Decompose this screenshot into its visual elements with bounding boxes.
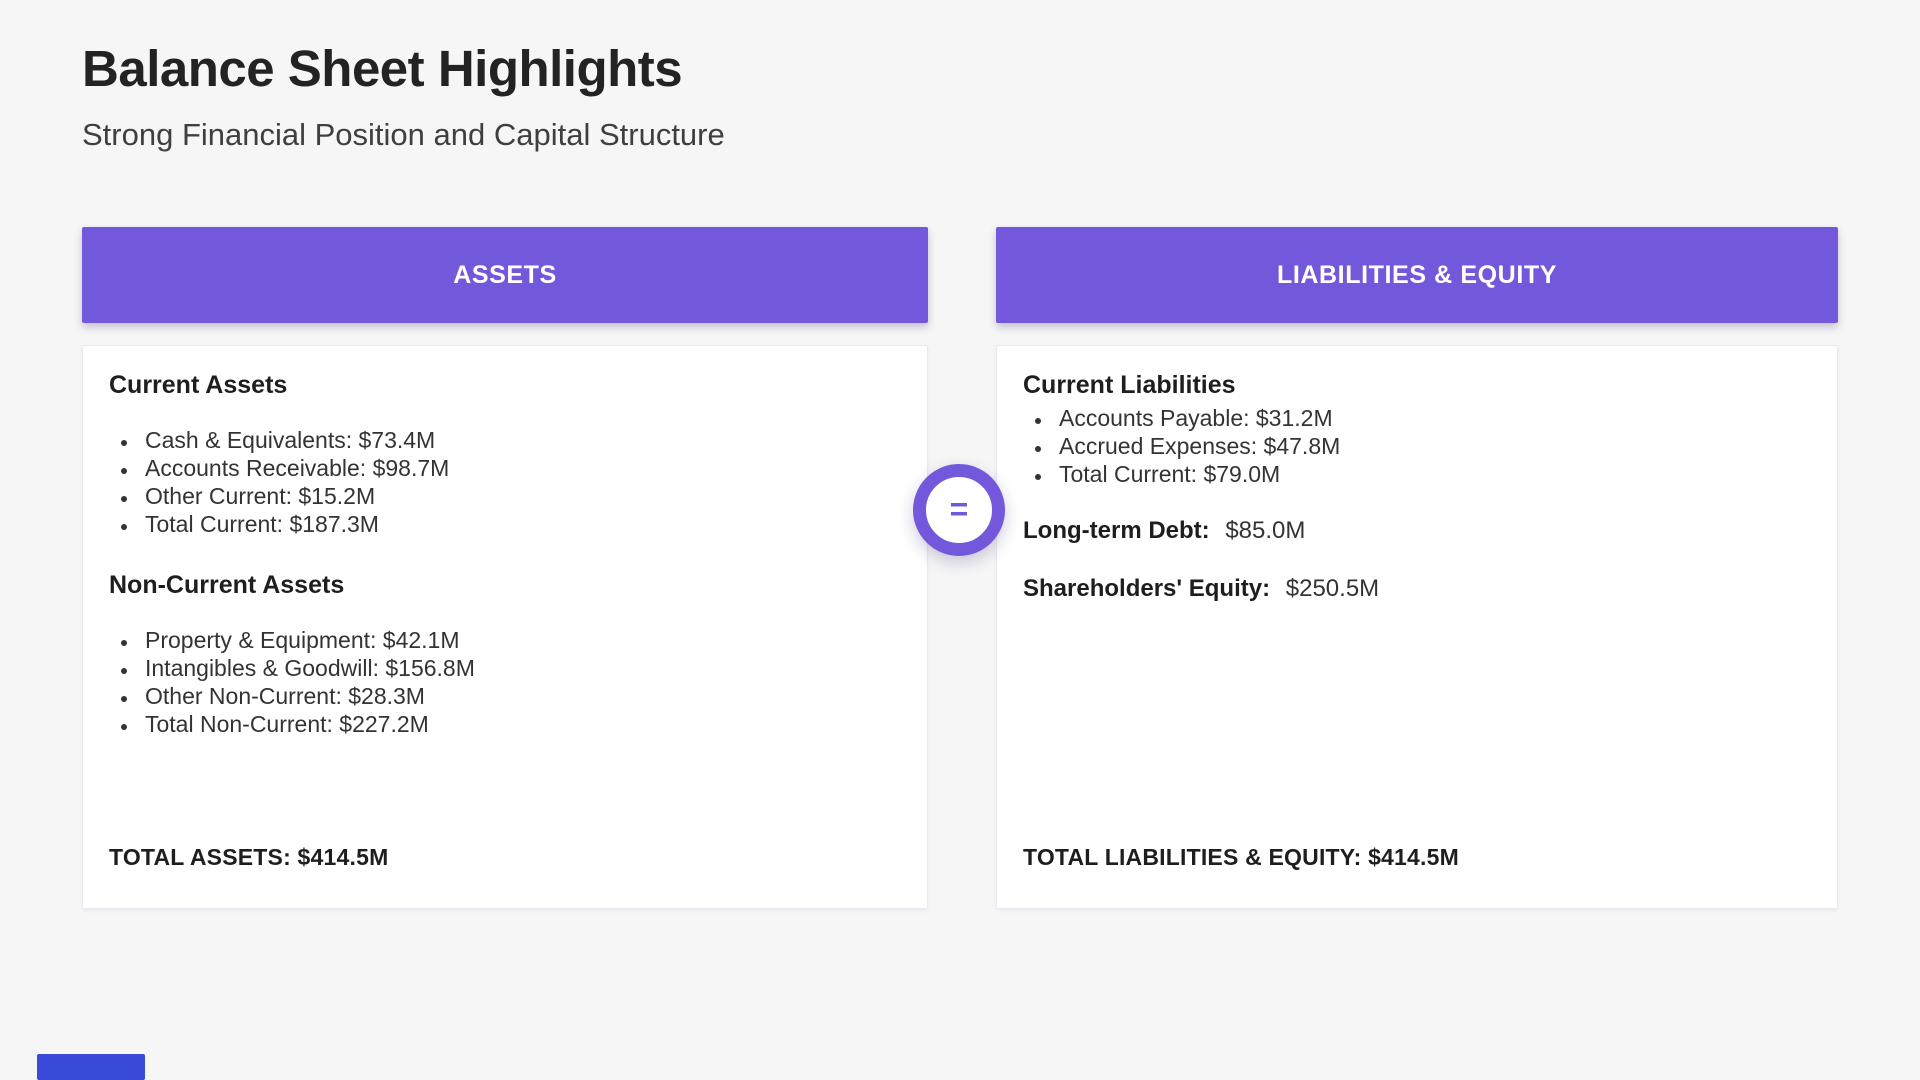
list-item: Other Non-Current: $28.3M [139, 682, 901, 710]
equals-icon: = [949, 491, 969, 527]
list-item: Cash & Equivalents: $73.4M [139, 426, 901, 454]
list-item: Accounts Receivable: $98.7M [139, 454, 901, 482]
list-item: Other Current: $15.2M [139, 482, 901, 510]
list-item: Total Current: $187.3M [139, 510, 901, 538]
page-title: Balance Sheet Highlights [82, 40, 683, 97]
section-heading-current-assets: Current Assets [109, 371, 288, 399]
current-liabilities-list: Accounts Payable: $31.2M Accrued Expense… [1023, 404, 1811, 488]
assets-card: Current Assets Cash & Equivalents: $73.4… [82, 345, 928, 909]
long-term-debt-value: $85.0M [1225, 517, 1306, 544]
section-heading-current-liabilities: Current Liabilities [1023, 371, 1236, 399]
assets-column: ASSETS Current Assets Cash & Equivalents… [82, 227, 928, 909]
list-item: Accrued Expenses: $47.8M [1053, 432, 1811, 460]
page-subtitle: Strong Financial Position and Capital St… [82, 117, 725, 152]
liabilities-card-header: LIABILITIES & EQUITY [996, 227, 1838, 323]
total-liabilities-equity-line: TOTAL LIABILITIES & EQUITY: $414.5M [1023, 844, 1459, 870]
list-item: Accounts Payable: $31.2M [1053, 404, 1811, 432]
assets-header-label: ASSETS [453, 260, 557, 289]
liabilities-header-label: LIABILITIES & EQUITY [1276, 260, 1558, 289]
total-assets-line: TOTAL ASSETS: $414.5M [109, 844, 389, 870]
liabilities-card: Current Liabilities Accounts Payable: $3… [996, 345, 1838, 909]
long-term-debt-label: Long-term Debt: [1023, 517, 1210, 544]
list-item: Total Current: $79.0M [1053, 460, 1811, 488]
long-term-debt-line: Long-term Debt: $85.0M [1023, 516, 1811, 546]
balance-sheet-columns: ASSETS Current Assets Cash & Equivalents… [82, 227, 1838, 909]
shareholders-equity-label: Shareholders' Equity: [1023, 575, 1271, 602]
non-current-assets-list: Property & Equipment: $42.1M Intangibles… [109, 626, 901, 738]
bottom-left-blue-artifact [37, 1054, 145, 1080]
section-heading-non-current-assets: Non-Current Assets [109, 571, 345, 599]
assets-card-header: ASSETS [82, 227, 928, 323]
shareholders-equity-line: Shareholders' Equity: $250.5M [1023, 574, 1811, 604]
list-item: Property & Equipment: $42.1M [139, 626, 901, 654]
list-item: Intangibles & Goodwill: $156.8M [139, 654, 901, 682]
shareholders-equity-value: $250.5M [1285, 575, 1380, 602]
current-assets-list: Cash & Equivalents: $73.4M Accounts Rece… [109, 426, 901, 538]
equals-badge: = [913, 464, 1005, 556]
list-item: Total Non-Current: $227.2M [139, 710, 901, 738]
liabilities-column: LIABILITIES & EQUITY Current Liabilities… [996, 227, 1838, 909]
